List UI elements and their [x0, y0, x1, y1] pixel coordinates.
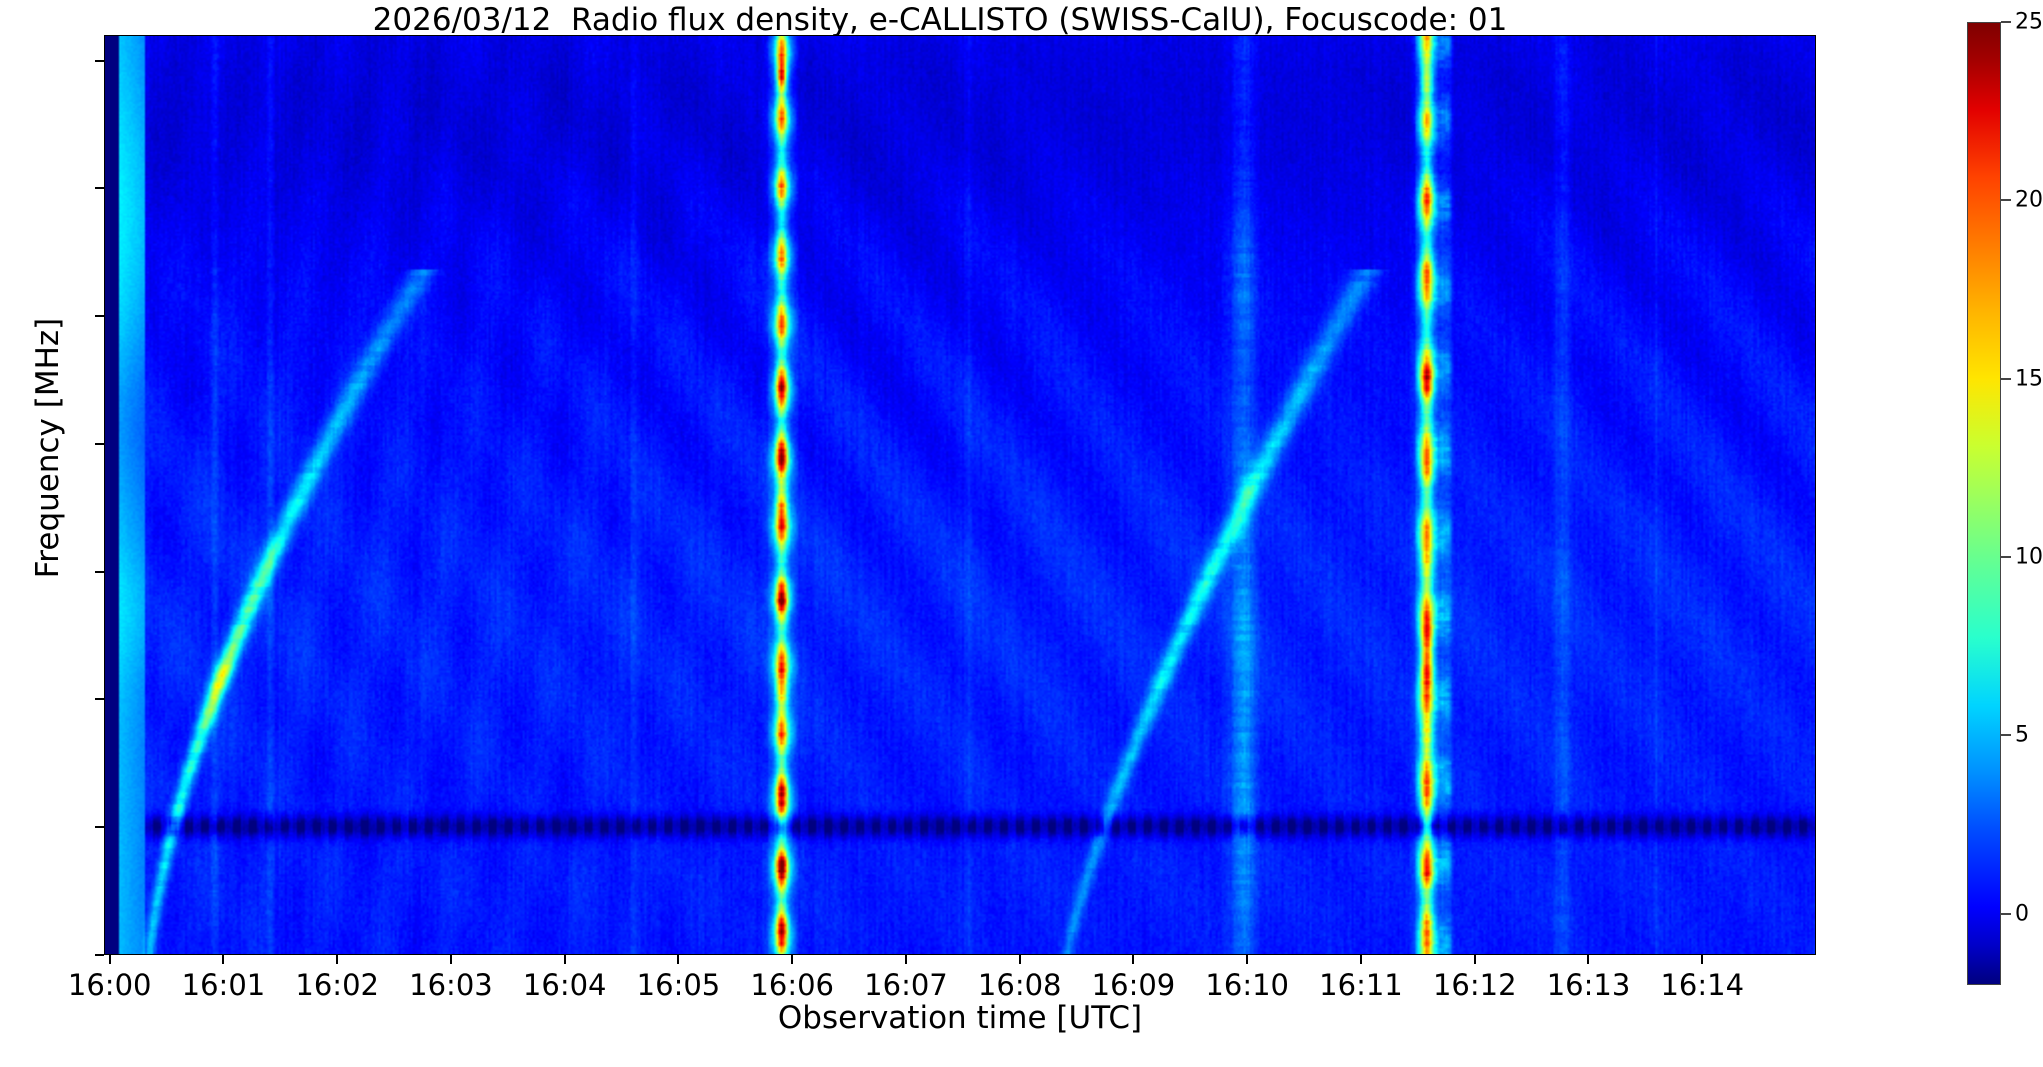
colorbar-tick-mark [2001, 734, 2011, 737]
x-axis-tick-mark [1359, 955, 1362, 964]
x-axis-tick-mark [904, 955, 907, 964]
x-axis-tick-mark [677, 955, 680, 964]
x-axis-tick-label: 16:02 [295, 968, 379, 1002]
y-axis-tick-mark [95, 187, 104, 190]
colorbar-tick-label: 10 [2015, 544, 2043, 570]
spectrogram-image [105, 36, 1815, 954]
x-axis-tick-label: 16:11 [1319, 968, 1403, 1002]
x-axis-tick-label: 16:09 [1091, 968, 1176, 1002]
spectrogram-plot-area[interactable] [104, 35, 1816, 955]
x-axis-tick-mark [449, 955, 452, 964]
y-axis-tick-mark [95, 59, 104, 62]
x-axis-tick-mark [108, 955, 111, 964]
y-axis-tick-mark [95, 570, 104, 573]
x-axis-tick-label: 16:01 [181, 968, 266, 1002]
colorbar-tick-mark [2001, 912, 2011, 915]
x-axis-tick-label: 16:05 [636, 968, 721, 1002]
page-title: 2026/03/12 Radio flux density, e-CALLIST… [372, 2, 1508, 38]
x-axis-tick-label: 16:12 [1432, 968, 1517, 1002]
x-axis-tick-label: 16:08 [977, 968, 1062, 1002]
colorbar-tick-label: 0 [2015, 901, 2029, 927]
x-axis-tick-label: 16:06 [750, 968, 834, 1002]
colorbar-tick-label: 15 [2015, 366, 2043, 392]
colorbar-tick-mark [2001, 556, 2011, 558]
colorbar-gradient [1967, 22, 2001, 985]
x-axis-tick-label: 16:13 [1546, 968, 1631, 1002]
colorbar-tick-mark [2001, 199, 2011, 202]
colorbar-tick-mark [2001, 377, 2011, 380]
y-axis-tick-mark [95, 315, 104, 318]
x-axis-label: Observation time [UTC] [777, 1000, 1143, 1036]
x-axis-tick-mark [791, 955, 794, 964]
x-axis-tick-mark [222, 955, 225, 964]
x-axis-tick-label: 16:00 [67, 968, 152, 1002]
x-axis-tick-mark [563, 955, 566, 964]
x-axis-tick-mark [1132, 955, 1135, 964]
colorbar-tick-label: 25 [2015, 9, 2043, 35]
x-axis-tick-label: 16:03 [409, 968, 493, 1002]
colorbar-tick-label: 5 [2015, 722, 2029, 748]
x-axis-tick-label: 16:14 [1660, 968, 1745, 1002]
x-axis-tick-mark [336, 955, 339, 964]
x-axis-tick-mark [1018, 955, 1021, 964]
y-axis-tick-mark [95, 442, 104, 445]
colorbar-tick-label: 20 [2015, 187, 2043, 213]
y-axis-tick-mark [95, 698, 104, 701]
y-axis: Frequency [MHz] 8075706560555045 [0, 0, 104, 1067]
x-axis-tick-mark [1587, 955, 1590, 964]
x-axis-tick-mark [1246, 955, 1249, 964]
x-axis-tick-label: 16:10 [1205, 968, 1290, 1002]
y-axis-tick-mark [95, 954, 104, 956]
x-axis-tick-label: 16:04 [522, 968, 607, 1002]
x-axis-tick-mark [1473, 955, 1476, 964]
x-axis-tick-label: 16:07 [864, 968, 948, 1002]
y-axis-tick-mark [95, 826, 104, 829]
colorbar-tick-mark [2001, 21, 2011, 23]
x-axis-tick-mark [1701, 955, 1704, 964]
